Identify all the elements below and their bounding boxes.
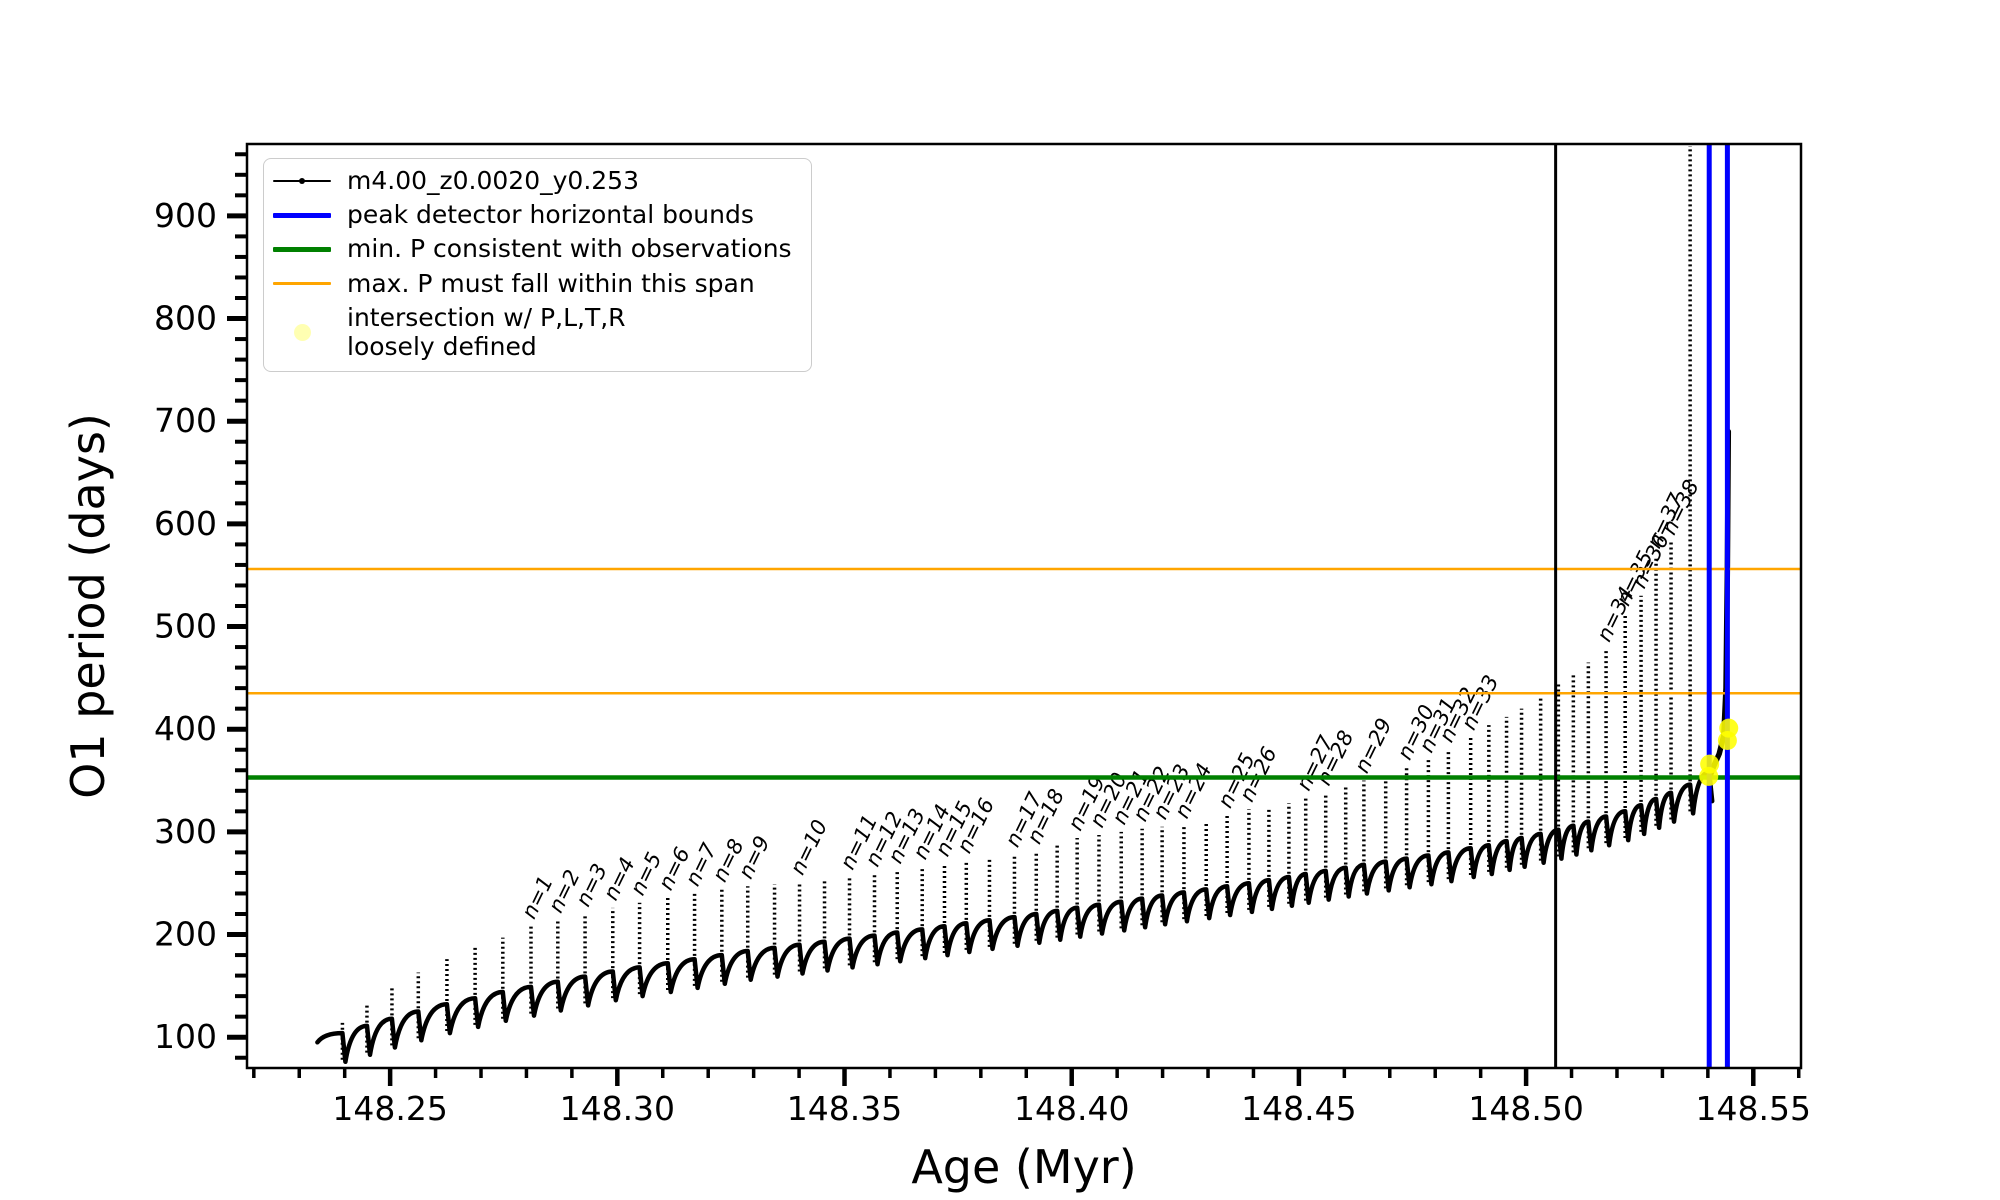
x-tick-label: 148.55	[1696, 1089, 1811, 1128]
track-baseline-curve	[315, 770, 1715, 1065]
legend-swatch-blue-line	[273, 212, 331, 218]
y-tick-label: 400	[154, 709, 217, 748]
y-tick-label: 700	[154, 401, 217, 440]
legend-line-sample	[273, 282, 331, 285]
y-tick-label: 800	[154, 299, 217, 338]
pulse-number-label: n=10	[785, 816, 832, 878]
y-tick-label: 300	[154, 812, 217, 851]
y-tick-label: 500	[154, 607, 217, 646]
legend-label: min. P consistent with observations	[347, 234, 792, 264]
legend-entry-max-P: max. P must fall within this span	[273, 269, 801, 299]
legend-entry-intersection: intersection w/ P,L,T,R loosely defined	[273, 303, 801, 362]
intersection-point	[1719, 718, 1739, 738]
legend-entry-min-P: min. P consistent with observations	[273, 234, 801, 264]
y-tick-label: 100	[154, 1017, 217, 1056]
legend-line-sample	[273, 246, 331, 252]
pulse-number-label: n=29	[1350, 714, 1397, 776]
legend-line-sample	[273, 212, 331, 218]
legend-label: peak detector horizontal bounds	[347, 200, 754, 230]
x-axis-label: Age (Myr)	[911, 1140, 1137, 1194]
legend-label: intersection w/ P,L,T,R loosely defined	[347, 302, 626, 362]
legend-label: m4.00_z0.0020_y0.253	[347, 166, 639, 196]
x-tick-label: 148.35	[787, 1089, 902, 1128]
x-tick-label: 148.50	[1468, 1089, 1583, 1128]
pulse-number-label: n=9	[734, 832, 775, 882]
legend-marker-dot	[293, 323, 311, 341]
x-tick-label: 148.30	[560, 1089, 675, 1128]
y-tick-label: 200	[154, 915, 217, 954]
reference-lines	[247, 144, 1801, 1068]
legend-line-marker	[299, 178, 305, 185]
intersection-markers	[1699, 718, 1739, 786]
intersection-point	[1700, 754, 1720, 774]
y-axis-label: O1 period (days)	[61, 413, 115, 799]
y-tick-label: 900	[154, 196, 217, 235]
legend-swatch-track-line	[273, 178, 331, 185]
legend-entry-track: m4.00_z0.0020_y0.253	[273, 166, 801, 196]
legend-swatch-yellow-dot	[273, 323, 331, 341]
x-tick-label: 148.40	[1014, 1089, 1129, 1128]
legend-entry-peak-detector: peak detector horizontal bounds	[273, 200, 801, 230]
legend-swatch-orange-line	[273, 282, 331, 285]
legend-swatch-green-line	[273, 246, 331, 252]
legend: m4.00_z0.0020_y0.253 peak detector horiz…	[263, 158, 812, 372]
legend-label: max. P must fall within this span	[347, 268, 755, 298]
y-tick-label: 600	[154, 504, 217, 543]
x-tick-label: 148.45	[1241, 1089, 1356, 1128]
x-tick-label: 148.25	[332, 1089, 447, 1128]
axes: 148.25 148.30 148.35 148.40 148.45 148.50 148.…	[154, 142, 1811, 1128]
